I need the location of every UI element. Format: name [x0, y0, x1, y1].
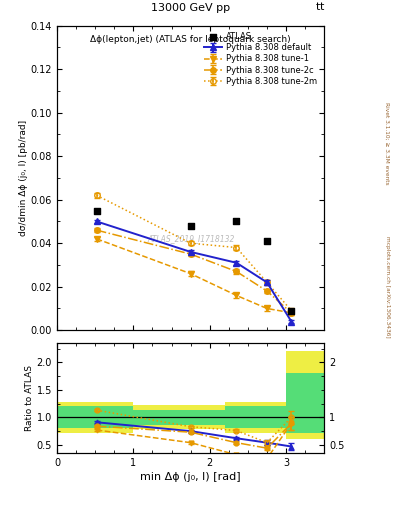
Text: Δϕ(lepton,jet) (ATLAS for leptoquark search): Δϕ(lepton,jet) (ATLAS for leptoquark sea… — [90, 35, 291, 44]
ATLAS — [187, 222, 194, 230]
ATLAS — [233, 218, 240, 226]
Text: 13000 GeV pp: 13000 GeV pp — [151, 3, 230, 13]
ATLAS — [264, 237, 270, 245]
Text: $\mathrm{t\bar{t}}$: $\mathrm{t\bar{t}}$ — [316, 0, 326, 13]
Text: Rivet 3.1.10; ≥ 3.3M events: Rivet 3.1.10; ≥ 3.3M events — [385, 102, 389, 185]
Y-axis label: dσ/dmin Δϕ (j₀, l) [pb/rad]: dσ/dmin Δϕ (j₀, l) [pb/rad] — [19, 120, 28, 236]
ATLAS — [94, 206, 100, 215]
Legend: ATLAS, Pythia 8.308 default, Pythia 8.308 tune-1, Pythia 8.308 tune-2c, Pythia 8: ATLAS, Pythia 8.308 default, Pythia 8.30… — [202, 30, 320, 88]
X-axis label: min Δϕ (j₀, l) [rad]: min Δϕ (j₀, l) [rad] — [140, 472, 241, 482]
Text: mcplots.cern.ch [arXiv:1306.3436]: mcplots.cern.ch [arXiv:1306.3436] — [385, 236, 389, 337]
Polygon shape — [57, 373, 324, 433]
ATLAS — [288, 307, 294, 315]
Text: ATLAS_2019_I1718132: ATLAS_2019_I1718132 — [147, 234, 234, 243]
Polygon shape — [57, 351, 324, 439]
Y-axis label: Ratio to ATLAS: Ratio to ATLAS — [25, 365, 34, 431]
